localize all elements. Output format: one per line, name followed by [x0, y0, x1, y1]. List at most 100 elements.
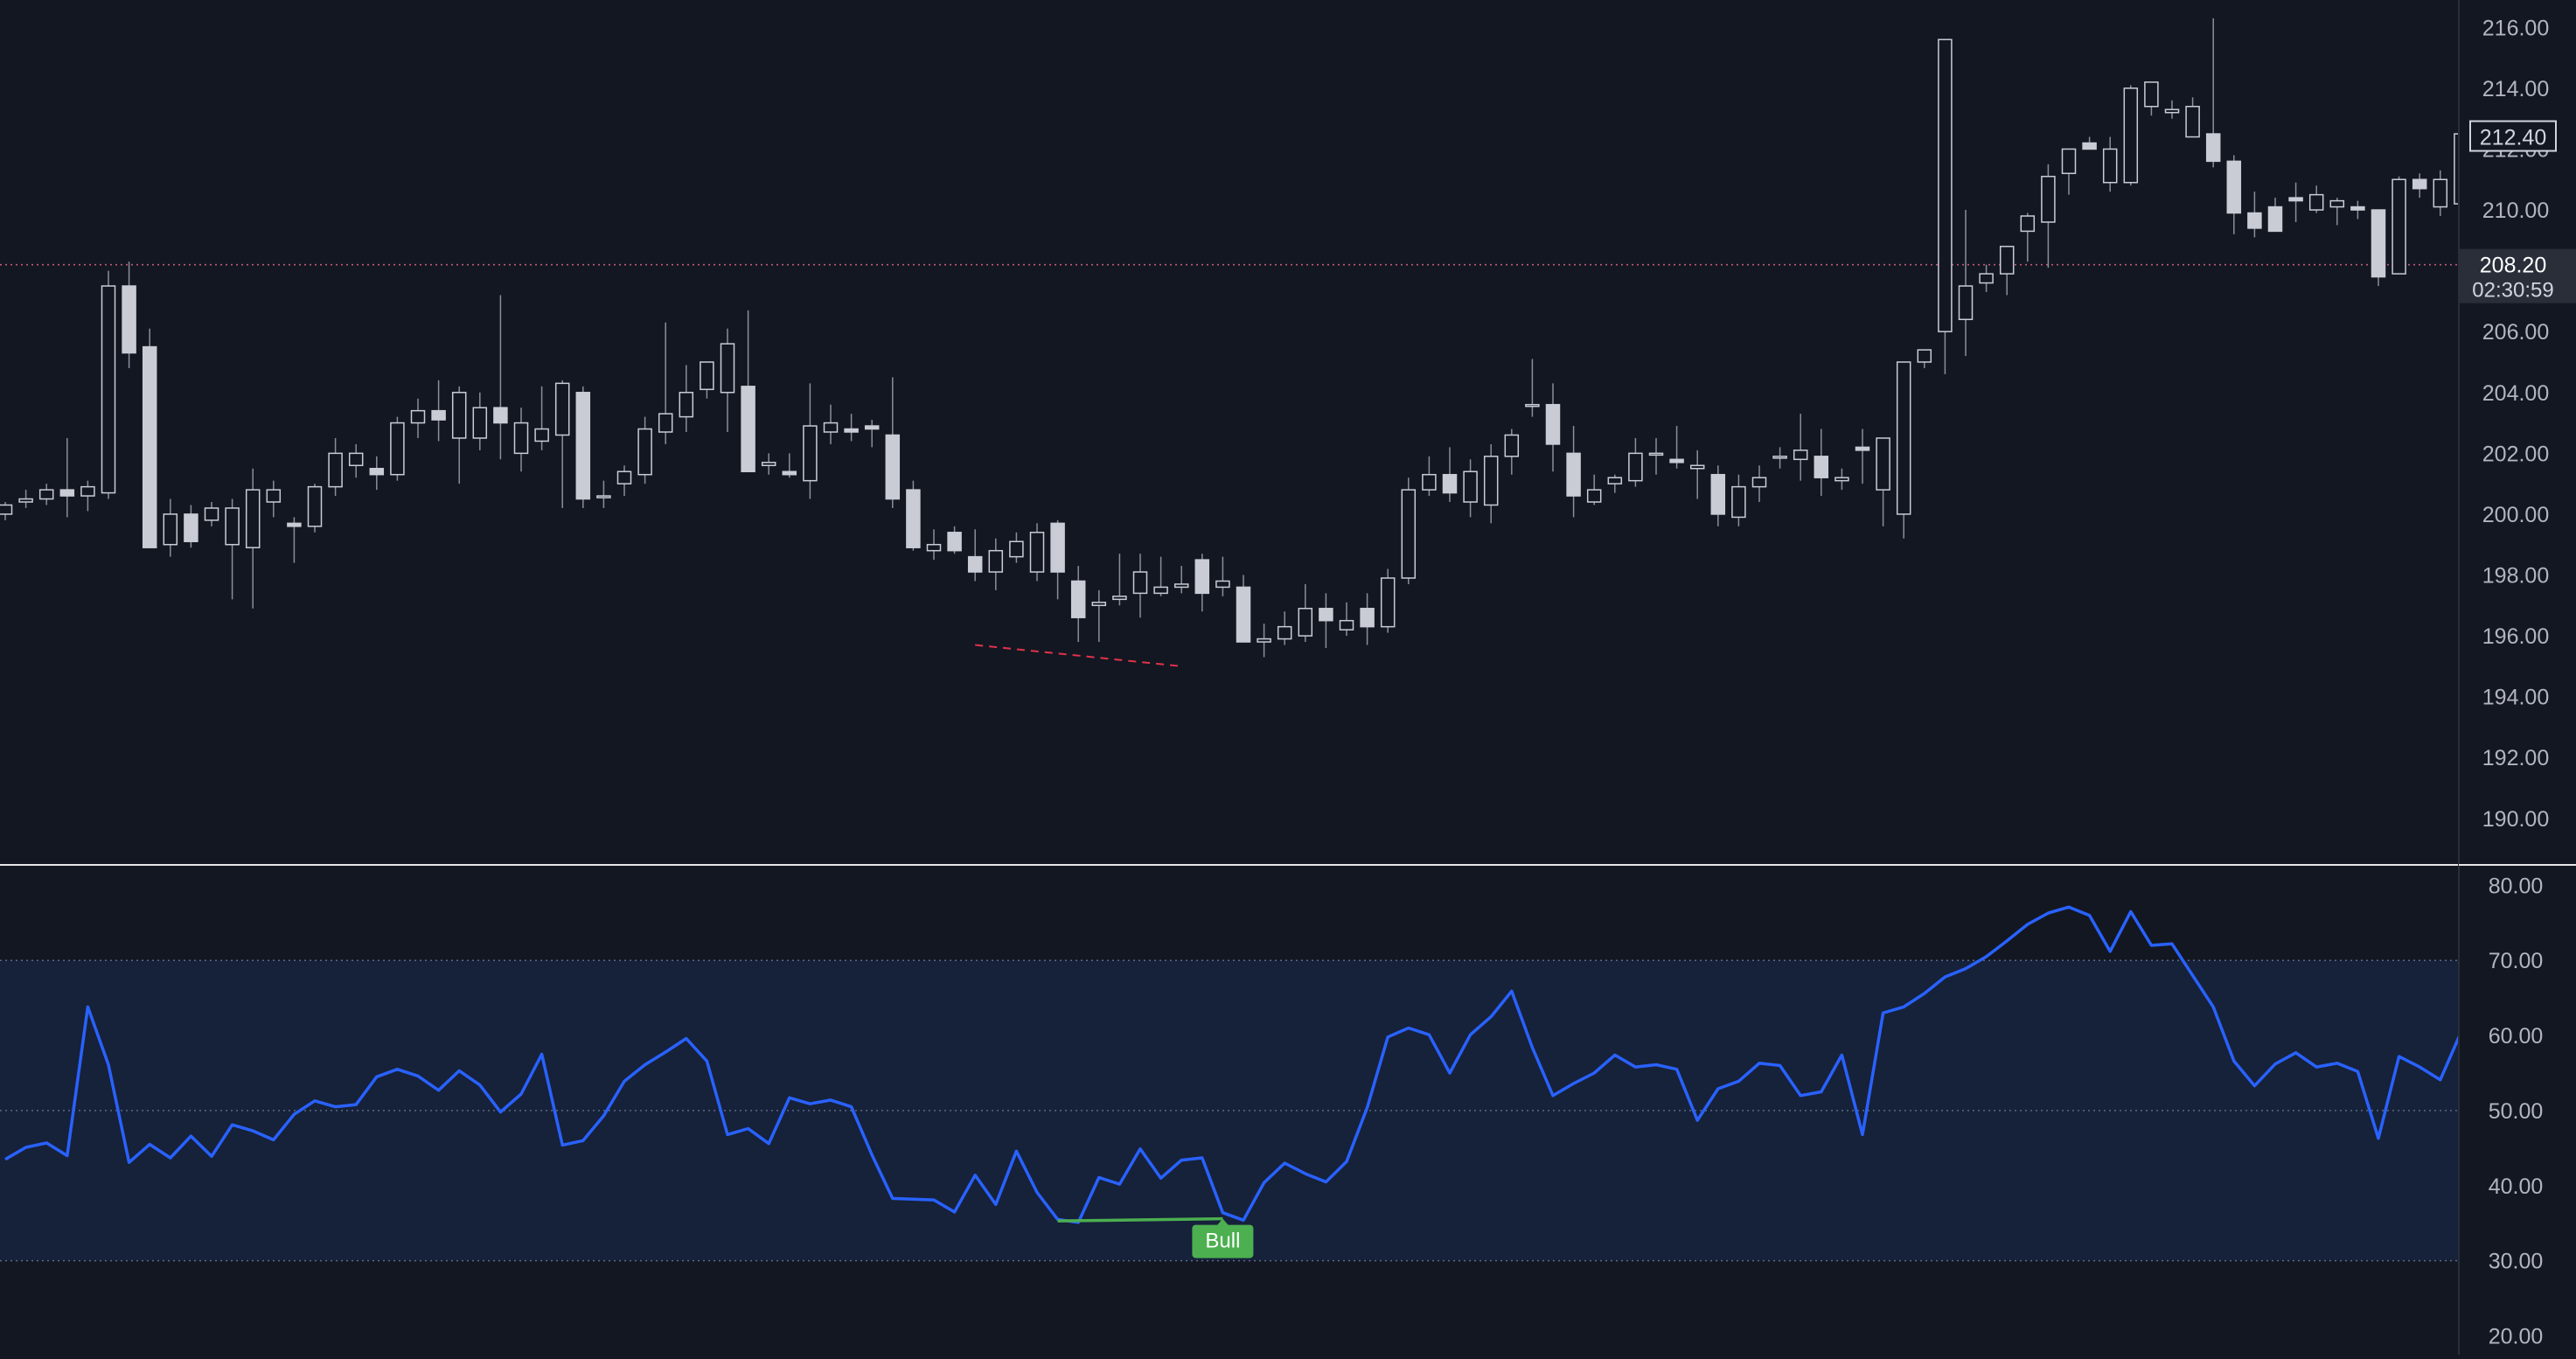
candle[interactable]	[637, 416, 652, 484]
candle[interactable]	[1772, 447, 1787, 469]
candle[interactable]	[2061, 148, 2077, 195]
candle[interactable]	[2226, 155, 2242, 234]
candle[interactable]	[2308, 185, 2324, 213]
candle[interactable]	[1112, 554, 1127, 606]
candle[interactable]	[348, 443, 364, 478]
candle[interactable]	[18, 490, 33, 508]
candle[interactable]	[1070, 566, 1086, 643]
candle[interactable]	[616, 465, 632, 497]
candle[interactable]	[1855, 429, 1870, 484]
candle[interactable]	[658, 322, 673, 444]
candle[interactable]	[2123, 85, 2139, 186]
candle[interactable]	[679, 365, 694, 432]
candle[interactable]	[1360, 593, 1375, 645]
candle[interactable]	[534, 386, 549, 450]
candle[interactable]	[1938, 38, 1953, 374]
candle[interactable]	[1339, 602, 1354, 637]
candle[interactable]	[1483, 443, 1499, 524]
price-pane[interactable]	[0, 17, 2468, 866]
candle[interactable]	[1236, 575, 1251, 643]
candle[interactable]	[1277, 611, 1292, 645]
candle[interactable]	[1298, 583, 1313, 643]
candle[interactable]	[2185, 97, 2200, 138]
candle[interactable]	[803, 383, 818, 499]
candle[interactable]	[204, 502, 219, 526]
candle[interactable]	[782, 453, 797, 478]
candle[interactable]	[59, 437, 75, 518]
candle[interactable]	[1793, 414, 1808, 481]
candle[interactable]	[287, 517, 302, 563]
candle[interactable]	[1173, 566, 1189, 594]
candle[interactable]	[245, 468, 261, 609]
candle[interactable]	[2412, 173, 2427, 199]
candle[interactable]	[1091, 589, 1107, 643]
candle[interactable]	[1380, 568, 1396, 633]
candle[interactable]	[947, 526, 962, 554]
candle[interactable]	[369, 456, 385, 491]
candle[interactable]	[1566, 426, 1581, 518]
candle[interactable]	[741, 310, 755, 472]
candle[interactable]	[2392, 176, 2406, 275]
candle[interactable]	[0, 502, 13, 520]
candle[interactable]	[1628, 437, 1643, 487]
candle[interactable]	[1751, 465, 1767, 503]
candle[interactable]	[1050, 519, 1065, 600]
candle[interactable]	[885, 377, 901, 508]
candle[interactable]	[2164, 100, 2180, 119]
candle[interactable]	[1153, 556, 1168, 596]
candle[interactable]	[1029, 523, 1045, 582]
candle[interactable]	[906, 480, 921, 551]
candle[interactable]	[988, 538, 1004, 590]
candle[interactable]	[1215, 556, 1230, 596]
candle[interactable]	[1710, 465, 1726, 526]
candle[interactable]	[163, 498, 178, 557]
candle[interactable]	[1607, 474, 1623, 493]
candle[interactable]	[1401, 477, 1417, 584]
candle[interactable]	[2144, 81, 2159, 116]
candle[interactable]	[1194, 554, 1210, 612]
candle[interactable]	[720, 328, 735, 432]
candle[interactable]	[761, 453, 776, 475]
candle[interactable]	[2082, 136, 2097, 150]
candle[interactable]	[1999, 246, 2015, 296]
candle[interactable]	[1525, 359, 1540, 417]
candle[interactable]	[1876, 437, 1890, 526]
candle[interactable]	[80, 480, 95, 512]
candle[interactable]	[1504, 429, 1520, 475]
rsi-line[interactable]	[4, 905, 2463, 1224]
candle[interactable]	[2350, 200, 2365, 220]
candle[interactable]	[513, 408, 529, 472]
candle[interactable]	[2205, 17, 2221, 168]
candle[interactable]	[1009, 532, 1024, 563]
candle[interactable]	[390, 416, 405, 481]
candle[interactable]	[1648, 437, 1664, 475]
candle[interactable]	[266, 480, 282, 518]
candle[interactable]	[328, 437, 343, 497]
candle[interactable]	[225, 498, 240, 600]
candle[interactable]	[2433, 170, 2448, 216]
candle[interactable]	[596, 480, 611, 508]
candle[interactable]	[1442, 447, 1458, 503]
candle[interactable]	[1979, 264, 1994, 292]
candle[interactable]	[1917, 349, 1932, 368]
candle[interactable]	[1689, 450, 1705, 499]
candle[interactable]	[142, 328, 157, 548]
candle[interactable]	[2020, 213, 2036, 262]
candle[interactable]	[2247, 192, 2262, 238]
candle[interactable]	[823, 404, 839, 444]
candle[interactable]	[1586, 474, 1602, 505]
candle[interactable]	[122, 261, 136, 368]
candle[interactable]	[184, 505, 198, 548]
candle[interactable]	[864, 420, 880, 448]
candle[interactable]	[1463, 459, 1478, 518]
candle[interactable]	[554, 380, 570, 508]
candle[interactable]	[307, 484, 323, 533]
candle[interactable]	[1257, 624, 1271, 658]
candle[interactable]	[472, 392, 488, 450]
candle[interactable]	[2371, 209, 2386, 287]
candle[interactable]	[2102, 136, 2118, 192]
candle[interactable]	[1319, 593, 1333, 648]
